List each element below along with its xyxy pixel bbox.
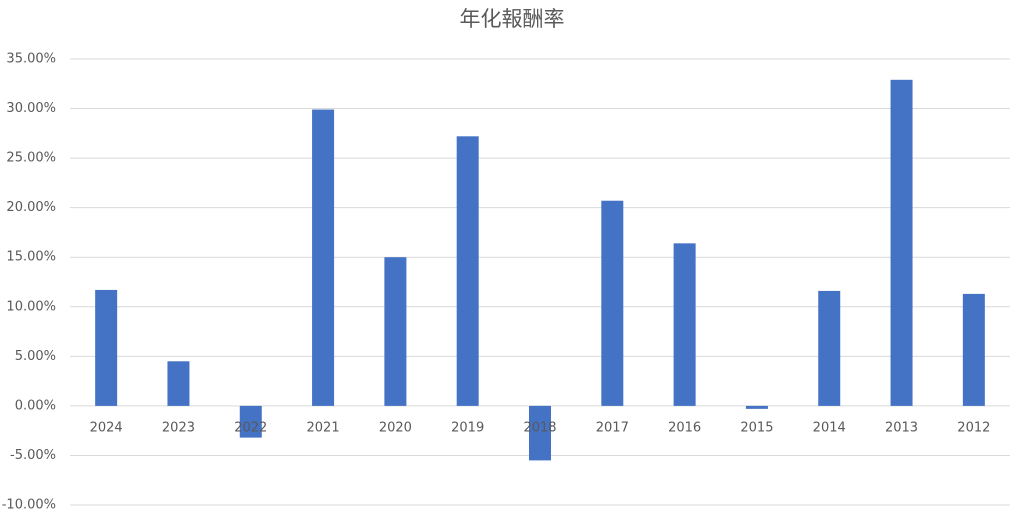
y-tick-label: 30.00% <box>6 101 56 116</box>
bar <box>745 405 768 409</box>
x-tick-label: 2015 <box>740 420 773 435</box>
bar <box>456 136 479 406</box>
y-tick-label: 15.00% <box>6 250 56 265</box>
y-tick-label: 35.00% <box>6 52 56 67</box>
y-tick-label: 25.00% <box>6 151 56 166</box>
bar <box>239 405 262 438</box>
bar <box>312 109 335 406</box>
x-tick-label: 2022 <box>234 420 267 435</box>
x-tick-label: 2021 <box>307 420 340 435</box>
bar <box>529 405 551 461</box>
y-tick-label: 0.00% <box>15 398 56 413</box>
bar <box>818 290 841 406</box>
y-tick-label: 5.00% <box>15 349 56 364</box>
x-tick-label: 2016 <box>668 420 701 435</box>
bar <box>167 361 190 406</box>
bar <box>384 257 407 406</box>
x-tick-label: 2018 <box>523 420 556 435</box>
x-tick-label: 2012 <box>957 420 990 435</box>
y-tick-label: 20.00% <box>6 200 56 215</box>
x-tick-label: 2014 <box>813 420 846 435</box>
x-tick-label: 2023 <box>162 420 195 435</box>
bar <box>673 243 696 406</box>
y-tick-label: -5.00% <box>10 448 56 463</box>
chart-title: 年化報酬率 <box>460 7 565 31</box>
bar <box>95 289 118 406</box>
bar <box>601 200 624 406</box>
bar <box>962 293 985 406</box>
x-tick-label: 2013 <box>885 420 918 435</box>
y-tick-label: -10.00% <box>2 498 56 513</box>
x-tick-label: 2024 <box>90 420 123 435</box>
y-tick-label: 10.00% <box>6 299 56 314</box>
x-tick-label: 2017 <box>596 420 629 435</box>
bar <box>890 79 913 406</box>
x-tick-label: 2019 <box>451 420 484 435</box>
x-tick-label: 2020 <box>379 420 412 435</box>
